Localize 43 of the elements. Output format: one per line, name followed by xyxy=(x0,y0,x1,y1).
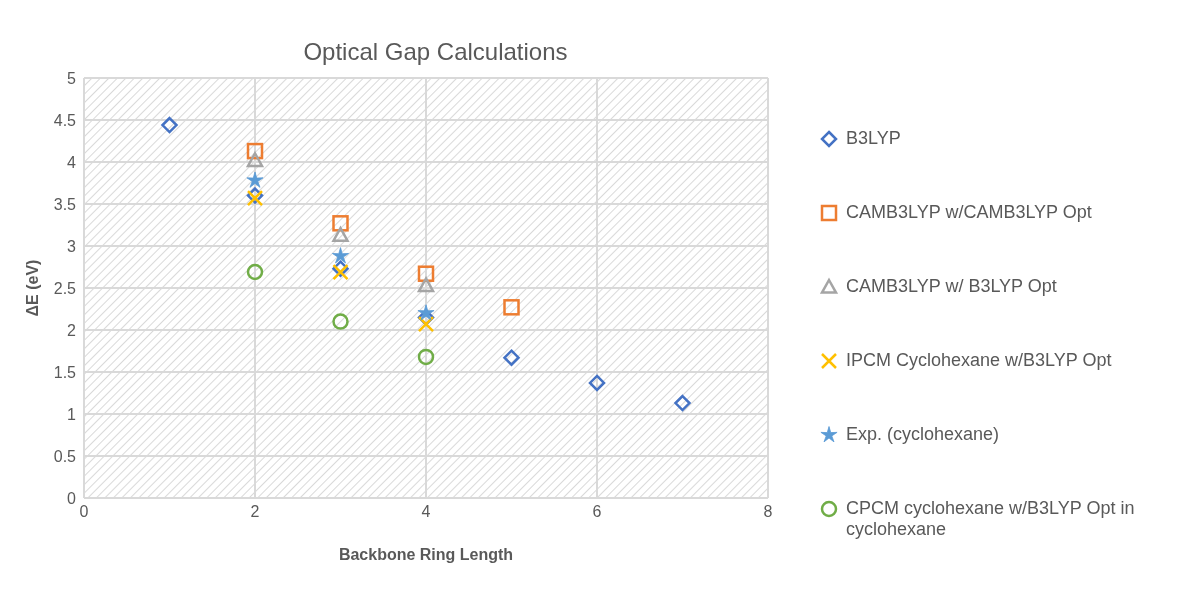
x-tick-label: 2 xyxy=(250,503,260,521)
point xyxy=(246,142,264,160)
y-tick-label: 5 xyxy=(67,69,77,87)
y-tick-label: 4 xyxy=(67,153,77,171)
legend-label: CPCM cyclohexane w/B3LYP Opt in cyclohexane xyxy=(846,498,1136,540)
y-tick-label: 3.5 xyxy=(53,195,77,213)
y-tick-label: 0.5 xyxy=(53,447,77,465)
y-tick-label: 2 xyxy=(67,321,77,339)
point xyxy=(246,152,264,168)
point xyxy=(503,349,520,366)
x-axis-title: Backbone Ring Length xyxy=(338,546,514,563)
legend-label: IPCM Cyclohexane w/B3LYP Opt xyxy=(846,350,1112,371)
point xyxy=(503,299,520,316)
point xyxy=(588,374,606,392)
point xyxy=(674,394,691,412)
y-tick-label: 1 xyxy=(67,405,77,423)
point xyxy=(417,315,435,333)
point xyxy=(417,304,435,321)
y-tick-label: 0 xyxy=(67,489,77,507)
point xyxy=(332,313,349,330)
y-tick-label: 2.5 xyxy=(53,279,77,297)
y-axis-title: ΔE (eV) xyxy=(23,259,41,317)
x-tick-label: 4 xyxy=(421,503,431,521)
x-tick-label: 6 xyxy=(592,503,602,521)
y-tick-label: 4.5 xyxy=(53,111,77,129)
point xyxy=(417,277,435,293)
legend-label: B3LYP xyxy=(846,128,901,149)
point xyxy=(332,215,349,232)
y-tick-label: 1.5 xyxy=(53,363,77,381)
point xyxy=(161,116,178,134)
legend-label: CAMB3LYP w/CAMB3LYP Opt xyxy=(846,202,1092,223)
point xyxy=(332,247,349,264)
x-tick-label: 0 xyxy=(79,503,89,521)
point xyxy=(332,226,349,242)
legend-label: CAMB3LYP w/ B3LYP Opt xyxy=(846,276,1057,297)
x-tick-label: 8 xyxy=(763,503,773,521)
y-tick-label: 3 xyxy=(67,237,77,255)
point xyxy=(332,263,349,281)
point xyxy=(246,263,264,281)
point xyxy=(246,171,264,188)
legend-label: Exp. (cyclohexane) xyxy=(846,424,1000,445)
chart-title: Optical Gap Calculations xyxy=(302,38,569,66)
point xyxy=(417,348,435,366)
